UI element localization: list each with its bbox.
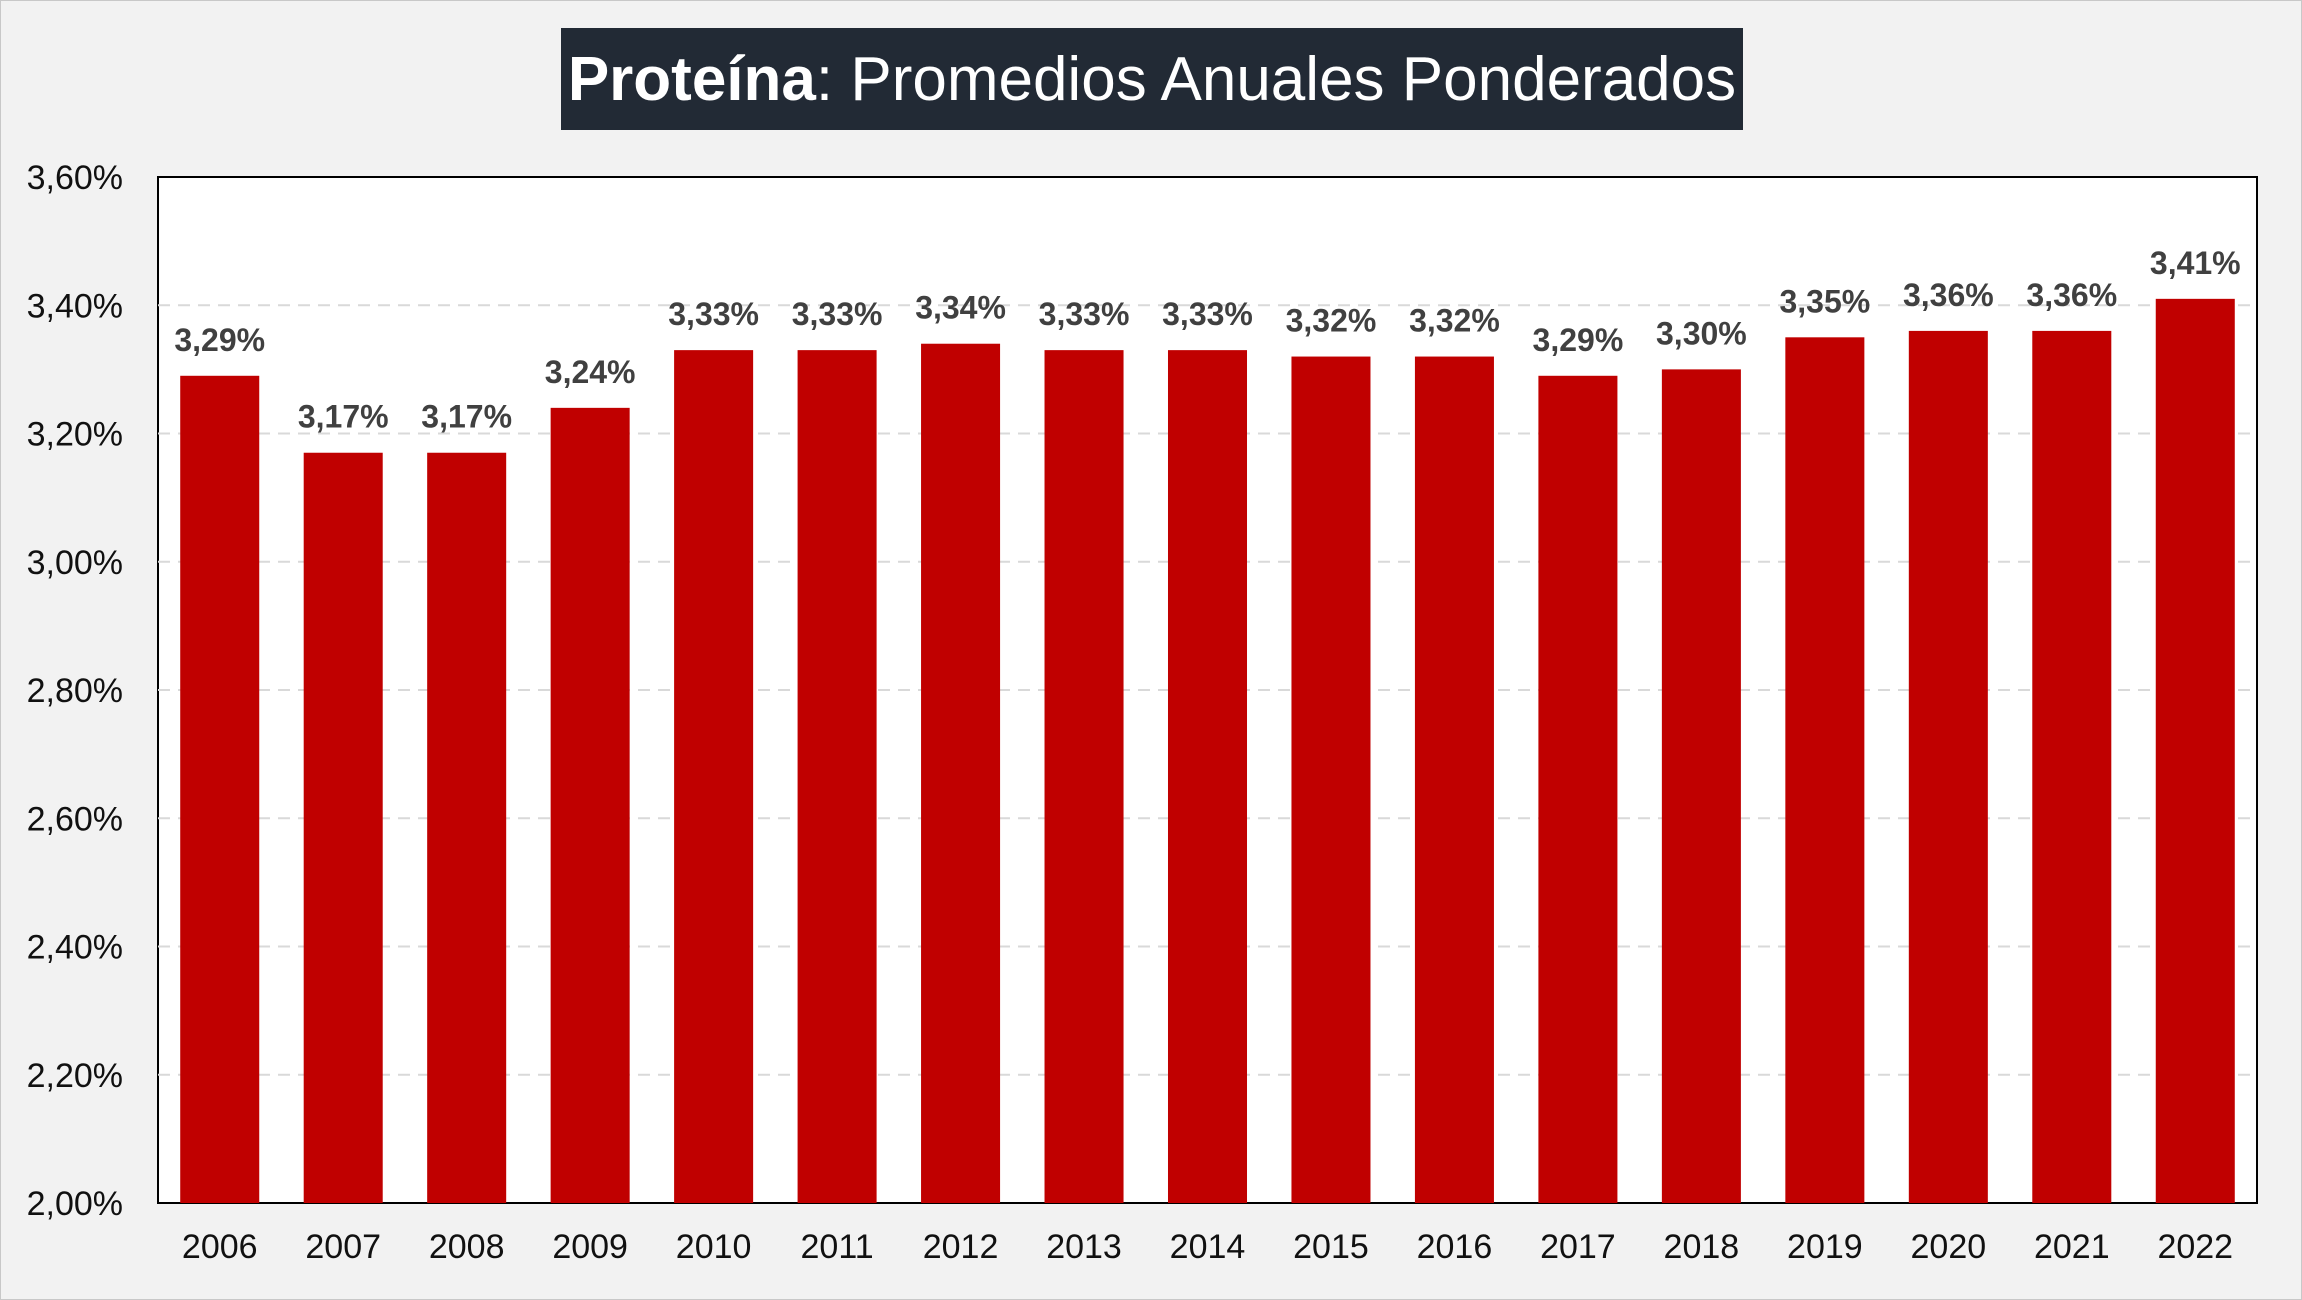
data-label: 3,29% bbox=[174, 322, 265, 358]
data-label: 3,33% bbox=[1039, 296, 1130, 332]
y-tick-label: 2,20% bbox=[27, 1057, 123, 1095]
y-tick-label: 2,80% bbox=[27, 672, 123, 710]
bar bbox=[427, 452, 507, 1203]
bar bbox=[1661, 369, 1741, 1203]
x-tick-label: 2022 bbox=[2157, 1228, 2233, 1266]
bar bbox=[674, 350, 754, 1203]
data-label: 3,36% bbox=[2026, 277, 2117, 313]
x-tick-label: 2013 bbox=[1046, 1228, 1122, 1266]
bar bbox=[1908, 330, 1988, 1203]
bar bbox=[1167, 350, 1248, 1203]
x-tick-label: 2019 bbox=[1787, 1228, 1863, 1266]
data-label: 3,33% bbox=[668, 296, 759, 332]
data-label: 3,35% bbox=[1779, 283, 1870, 319]
bar bbox=[2155, 298, 2235, 1203]
bar bbox=[180, 375, 260, 1204]
x-tick-label: 2017 bbox=[1540, 1228, 1616, 1266]
data-labels: 3,29% 3,17% 3,17% 3,24% 3,33% 3,33% 3,34% 3,33%… bbox=[174, 245, 2240, 435]
data-label: 3,29% bbox=[1533, 322, 1624, 358]
chart-title-rest: : Promedios Anuales Ponderados bbox=[815, 44, 1737, 114]
x-tick-label: 2009 bbox=[552, 1228, 628, 1266]
data-label: 3,32% bbox=[1286, 303, 1377, 339]
y-tick-label: 2,40% bbox=[27, 929, 123, 967]
data-label: 3,33% bbox=[792, 296, 883, 332]
y-tick-label: 3,00% bbox=[27, 544, 123, 582]
bar bbox=[1538, 375, 1618, 1204]
data-label: 3,30% bbox=[1656, 315, 1747, 351]
x-axis-ticks: 2006 2007 2008 2009 2010 2011 2012 2013 2014 2015… bbox=[182, 1228, 2233, 1266]
bar bbox=[1414, 356, 1494, 1203]
x-tick-label: 2006 bbox=[182, 1228, 258, 1266]
data-label: 3,17% bbox=[298, 399, 389, 435]
y-tick-label: 3,40% bbox=[27, 287, 123, 325]
bar bbox=[1291, 356, 1371, 1203]
x-tick-label: 2016 bbox=[1417, 1228, 1493, 1266]
data-label: 3,33% bbox=[1162, 296, 1253, 332]
bar bbox=[921, 343, 1001, 1204]
bars bbox=[180, 298, 2235, 1204]
x-tick-label: 2008 bbox=[429, 1228, 505, 1266]
y-tick-label: 2,00% bbox=[27, 1185, 123, 1223]
x-tick-label: 2010 bbox=[676, 1228, 752, 1266]
bar bbox=[303, 452, 383, 1203]
x-tick-label: 2018 bbox=[1664, 1228, 1740, 1266]
data-label: 3,24% bbox=[545, 354, 636, 390]
data-label: 3,41% bbox=[2150, 245, 2241, 281]
y-tick-label: 2,60% bbox=[27, 800, 123, 838]
y-tick-label: 3,20% bbox=[27, 416, 123, 454]
bar bbox=[550, 407, 630, 1204]
bar bbox=[1044, 350, 1124, 1203]
y-axis-ticks: 2,00% 2,20% 2,40% 2,60% 2,80% 3,00% 3,20% 3,40%… bbox=[27, 159, 123, 1223]
bar bbox=[797, 350, 877, 1203]
chart-title-bold: Proteína bbox=[567, 44, 816, 114]
x-tick-label: 2011 bbox=[801, 1228, 874, 1266]
x-tick-label: 2021 bbox=[2034, 1228, 2110, 1266]
x-tick-label: 2020 bbox=[1911, 1228, 1987, 1266]
x-tick-label: 2007 bbox=[305, 1228, 381, 1266]
x-tick-label: 2015 bbox=[1293, 1228, 1369, 1266]
data-label: 3,17% bbox=[421, 399, 512, 435]
bar bbox=[2032, 330, 2112, 1203]
bar bbox=[1785, 337, 1865, 1203]
data-label: 3,36% bbox=[1903, 277, 1994, 313]
data-label: 3,34% bbox=[915, 290, 1006, 326]
y-tick-label: 3,60% bbox=[27, 159, 123, 197]
chart-title: Proteína: Promedios Anuales Ponderados bbox=[561, 28, 1743, 130]
x-tick-label: 2014 bbox=[1170, 1228, 1246, 1266]
data-label: 3,32% bbox=[1409, 303, 1500, 339]
x-tick-label: 2012 bbox=[923, 1228, 999, 1266]
